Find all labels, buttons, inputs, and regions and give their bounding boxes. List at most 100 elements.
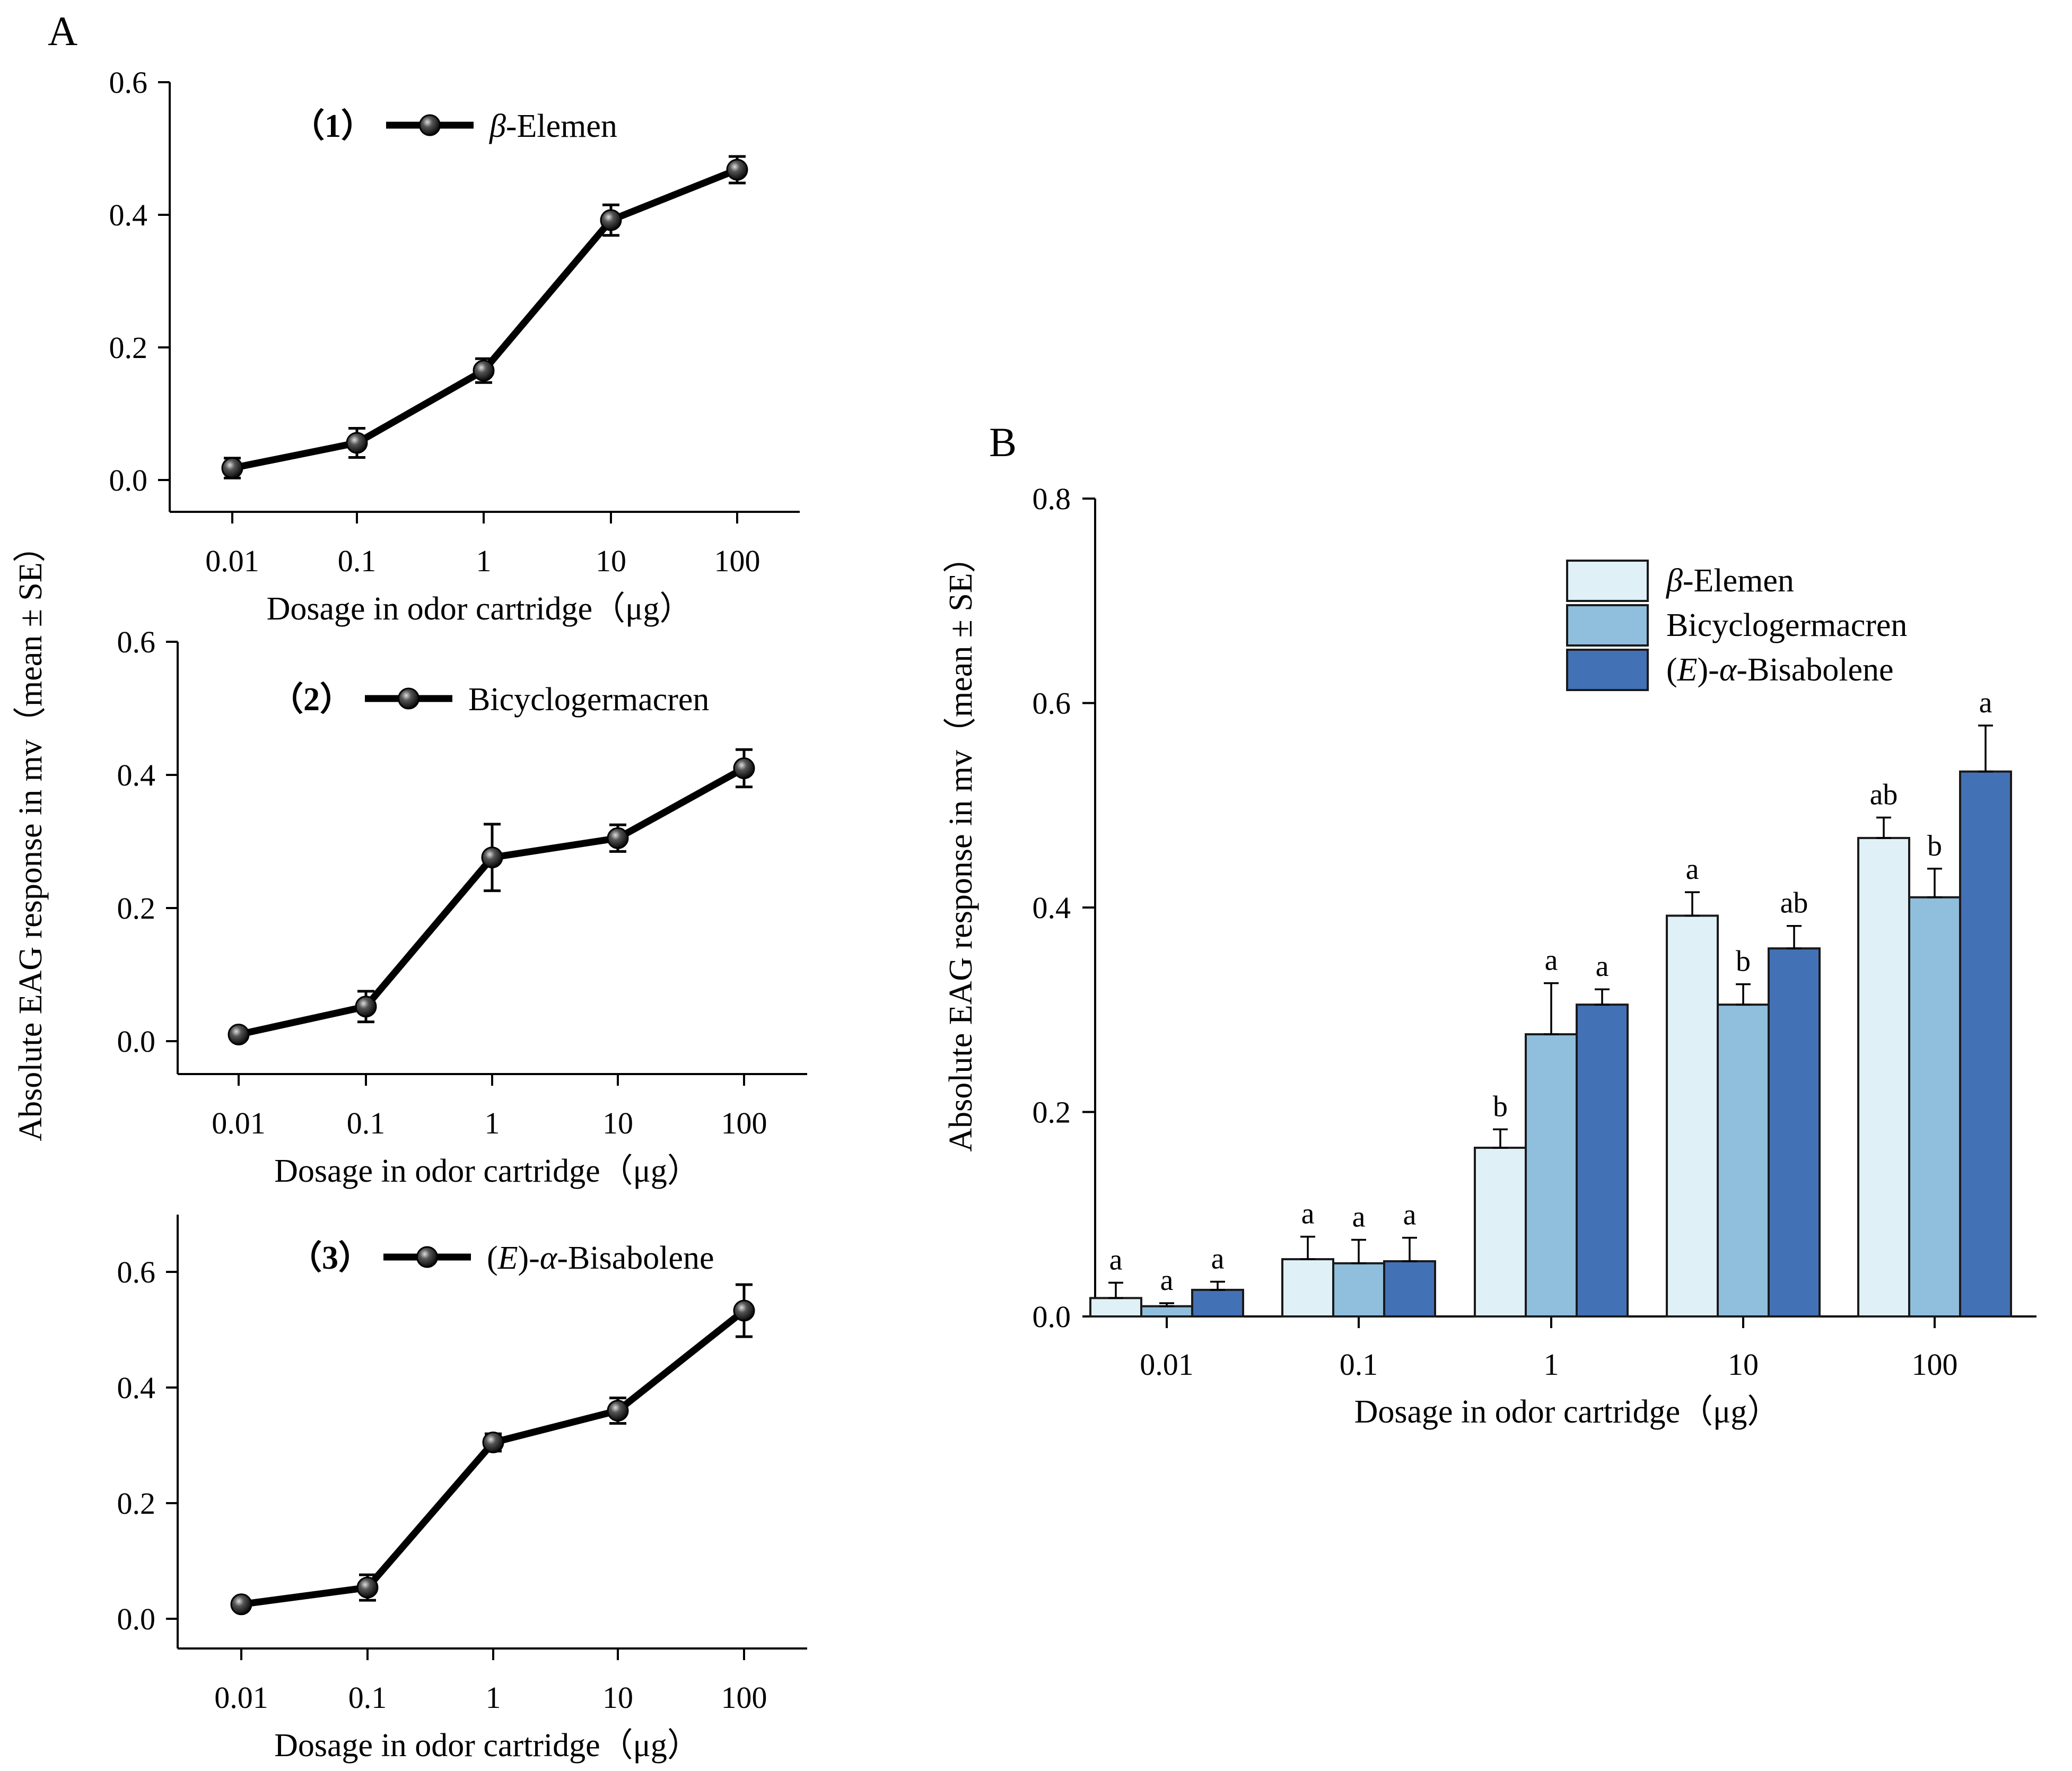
bar xyxy=(1089,1297,1142,1318)
data-point xyxy=(726,159,748,181)
y-tick-label: 0.6 xyxy=(109,65,148,100)
x-tick-label: 10 xyxy=(602,1106,633,1140)
y-tick-label: 0.2 xyxy=(1033,1095,1071,1130)
data-point xyxy=(228,1023,250,1045)
data-point xyxy=(230,1593,252,1616)
legend-label: β-Elemen xyxy=(489,108,617,144)
data-point xyxy=(482,1432,504,1454)
significance-letter: a xyxy=(1160,1264,1174,1297)
significance-letter: ab xyxy=(1870,778,1898,811)
chart-a1-beta-elemen: 0.0 0.2 0.4 0.6 0.01 0.1 1 10 100 Dosage in odor … xyxy=(109,65,800,627)
bar xyxy=(1383,1260,1436,1318)
x-tick-label: 100 xyxy=(721,1680,767,1715)
legend-label: (E)-α-Bisabolene xyxy=(487,1240,714,1276)
data-point xyxy=(356,1576,379,1599)
bar xyxy=(1908,896,1961,1318)
y-tick-label: 0.4 xyxy=(109,198,148,232)
bar xyxy=(1191,1288,1244,1318)
bar xyxy=(1140,1305,1193,1318)
chart-a2-bicyclogermacren: 0.0 0.2 0.4 0.6 0.01 0.1 1 10 100 Dosage in odor … xyxy=(117,625,807,1189)
legend-label: β-Elemen xyxy=(1666,563,1794,599)
x-tick-label: 0.1 xyxy=(347,1106,386,1140)
panel-b-label: B xyxy=(989,419,1017,465)
x-tick-label: 0.1 xyxy=(348,1680,387,1715)
series-line xyxy=(241,1307,747,1608)
y-tick-label: 0.0 xyxy=(109,463,148,498)
legend-marker xyxy=(419,114,441,136)
data-point xyxy=(346,432,368,454)
legend-number: （1） xyxy=(292,107,374,144)
significance-letter: a xyxy=(1979,686,1992,719)
panel-b-ylabel: Absolute EAG response in mv（mean ± SE） xyxy=(943,540,979,1151)
data-point xyxy=(733,757,755,779)
x-tick-label: 100 xyxy=(714,544,760,578)
y-tick-label: 0.0 xyxy=(117,1024,156,1059)
x-tick-label: 0.01 xyxy=(205,544,259,578)
legend-label: (E)-α-Bisabolene xyxy=(1666,652,1894,688)
legend-label: Bicyclogermacren xyxy=(1666,607,1907,643)
significance-letter: a xyxy=(1301,1198,1315,1231)
x-tick-label: 0.01 xyxy=(214,1680,268,1715)
significance-letter: a xyxy=(1109,1243,1123,1276)
legend-number: （2） xyxy=(270,681,353,718)
x-axis-label: Dosage in odor cartridge（μg） xyxy=(1354,1394,1780,1430)
panel-a-label: A xyxy=(48,8,77,54)
x-tick-label: 0.1 xyxy=(338,544,377,578)
x-tick-label: 0.01 xyxy=(212,1106,266,1140)
y-tick-label: 0.8 xyxy=(1033,482,1071,516)
significance-letter: a xyxy=(1211,1242,1225,1275)
chart-b-bar-comparison: 0.0 0.2 0.4 0.6 0.8 0.01 0.1 1 10 100 Dosage in od… xyxy=(1033,482,2036,1430)
legend-marker xyxy=(398,687,419,710)
significance-letter: a xyxy=(1686,853,1699,886)
x-tick-label: 1 xyxy=(1544,1347,1559,1382)
x-tick-label: 1 xyxy=(486,1680,501,1715)
y-tick-label: 0.2 xyxy=(117,891,156,926)
x-tick-label: 100 xyxy=(1912,1347,1958,1382)
data-point xyxy=(607,827,629,849)
y-tick-label: 0.4 xyxy=(117,758,156,792)
data-point xyxy=(607,1400,629,1422)
bar xyxy=(1717,1004,1770,1318)
x-tick-label: 0.01 xyxy=(1140,1347,1194,1382)
legend-number: （3） xyxy=(289,1239,371,1276)
panel-a-ylabel: Absolute EAG response in mv（mean ± SE） xyxy=(13,529,49,1141)
bar xyxy=(1768,947,1821,1318)
x-tick-label: 10 xyxy=(1728,1347,1759,1382)
y-tick-label: 0.2 xyxy=(109,330,148,365)
x-tick-label: 1 xyxy=(476,544,492,578)
bar xyxy=(1959,770,2012,1318)
x-axis-label: Dosage in odor cartridge（μg） xyxy=(267,591,693,627)
x-tick-label: 1 xyxy=(485,1106,500,1140)
x-tick-label: 0.1 xyxy=(1340,1347,1378,1382)
legend-marker xyxy=(416,1246,438,1268)
data-point xyxy=(481,847,503,869)
bar xyxy=(1857,836,1910,1318)
legend-swatch xyxy=(1566,604,1649,647)
data-point xyxy=(733,1299,755,1322)
bar xyxy=(1474,1146,1527,1318)
chart-a3-bisabolene: 0.0 0.2 0.4 0.6 0.01 0.1 1 10 100 Dosage in odor … xyxy=(117,1215,807,1764)
significance-letter: b xyxy=(1493,1090,1508,1123)
bar xyxy=(1332,1262,1385,1318)
y-tick-label: 0.0 xyxy=(1033,1299,1071,1334)
significance-letter: a xyxy=(1545,944,1558,977)
x-tick-label: 10 xyxy=(602,1680,633,1715)
x-axis-label: Dosage in odor cartridge（μg） xyxy=(274,1153,700,1189)
bar xyxy=(1281,1258,1334,1318)
legend-label: Bicyclogermacren xyxy=(468,682,709,718)
series-line xyxy=(231,166,739,472)
significance-letter: a xyxy=(1596,950,1609,983)
bar xyxy=(1525,1033,1578,1318)
x-axis-label: Dosage in odor cartridge（μg） xyxy=(274,1728,700,1764)
significance-letter: a xyxy=(1352,1200,1366,1233)
bar xyxy=(1666,914,1719,1318)
y-tick-label: 0.6 xyxy=(117,1255,156,1289)
significance-letter: b xyxy=(1736,945,1751,978)
bar xyxy=(1576,1004,1629,1318)
x-tick-label: 10 xyxy=(596,544,626,578)
y-tick-label: 0.4 xyxy=(117,1371,156,1405)
data-point xyxy=(473,360,495,382)
series-line xyxy=(238,765,746,1038)
y-tick-label: 0.6 xyxy=(1033,686,1071,721)
